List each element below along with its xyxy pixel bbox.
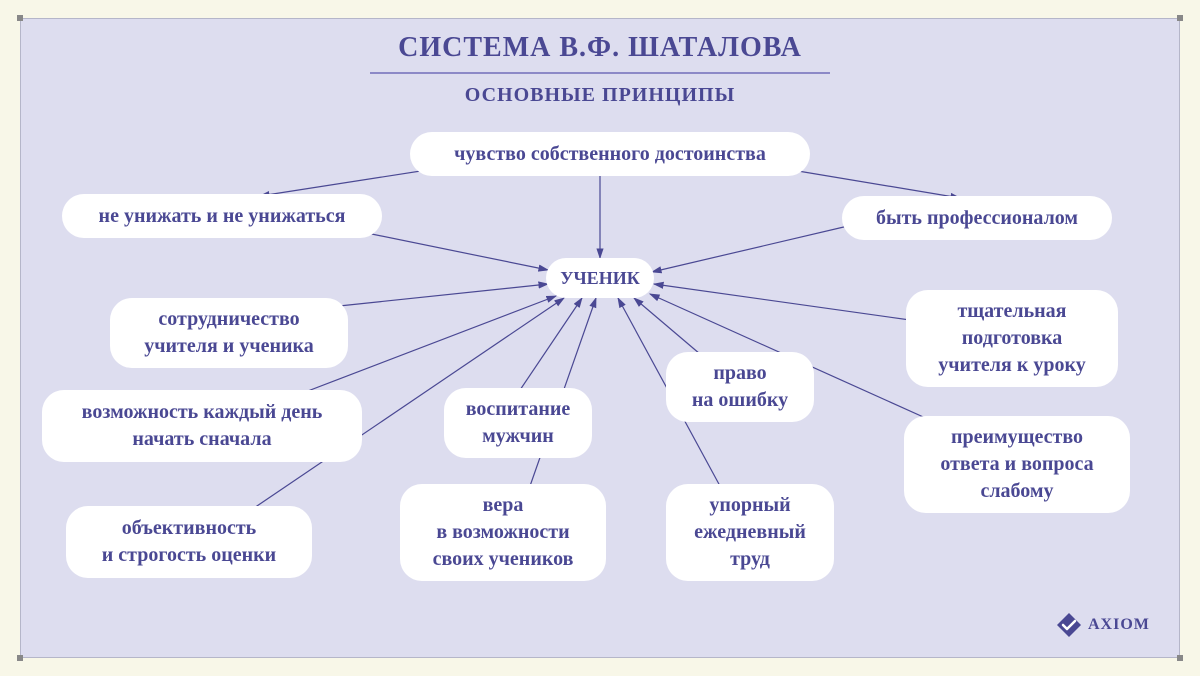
logo: AXIOM <box>1056 612 1150 638</box>
node-belief: вера в возможности своих учеников <box>400 484 606 581</box>
node-hardwork: упорный ежедневный труд <box>666 484 834 581</box>
logo-icon <box>1056 612 1082 638</box>
node-nohumiliate: не унижать и не унижаться <box>62 194 382 238</box>
node-advantage: преимущество ответа и вопроса слабому <box>904 416 1130 513</box>
node-center: УЧЕНИК <box>546 258 654 298</box>
subtitle: ОСНОВНЫЕ ПРИНЦИПЫ <box>0 84 1200 107</box>
corner-tl <box>17 15 23 21</box>
slide-outer: СИСТЕМА В.Ф. ШАТАЛОВА ОСНОВНЫЕ ПРИНЦИПЫ … <box>0 0 1200 676</box>
title-underline <box>370 72 830 74</box>
node-cooperation: сотрудничество учителя и ученика <box>110 298 348 368</box>
node-dignity: чувство собственного достоинства <box>410 132 810 176</box>
node-objectivity: объективность и строгость оценки <box>66 506 312 578</box>
title: СИСТЕМА В.Ф. ШАТАЛОВА <box>0 32 1200 64</box>
corner-bl <box>17 655 23 661</box>
node-restart: возможность каждый день начать сначала <box>42 390 362 462</box>
node-professional: быть профессионалом <box>842 196 1112 240</box>
logo-text: AXIOM <box>1088 616 1150 634</box>
corner-br <box>1177 655 1183 661</box>
node-prep: тщательная подготовка учителя к уроку <box>906 290 1118 387</box>
node-mistake: право на ошибку <box>666 352 814 422</box>
node-raisemen: воспитание мужчин <box>444 388 592 458</box>
corner-tr <box>1177 15 1183 21</box>
